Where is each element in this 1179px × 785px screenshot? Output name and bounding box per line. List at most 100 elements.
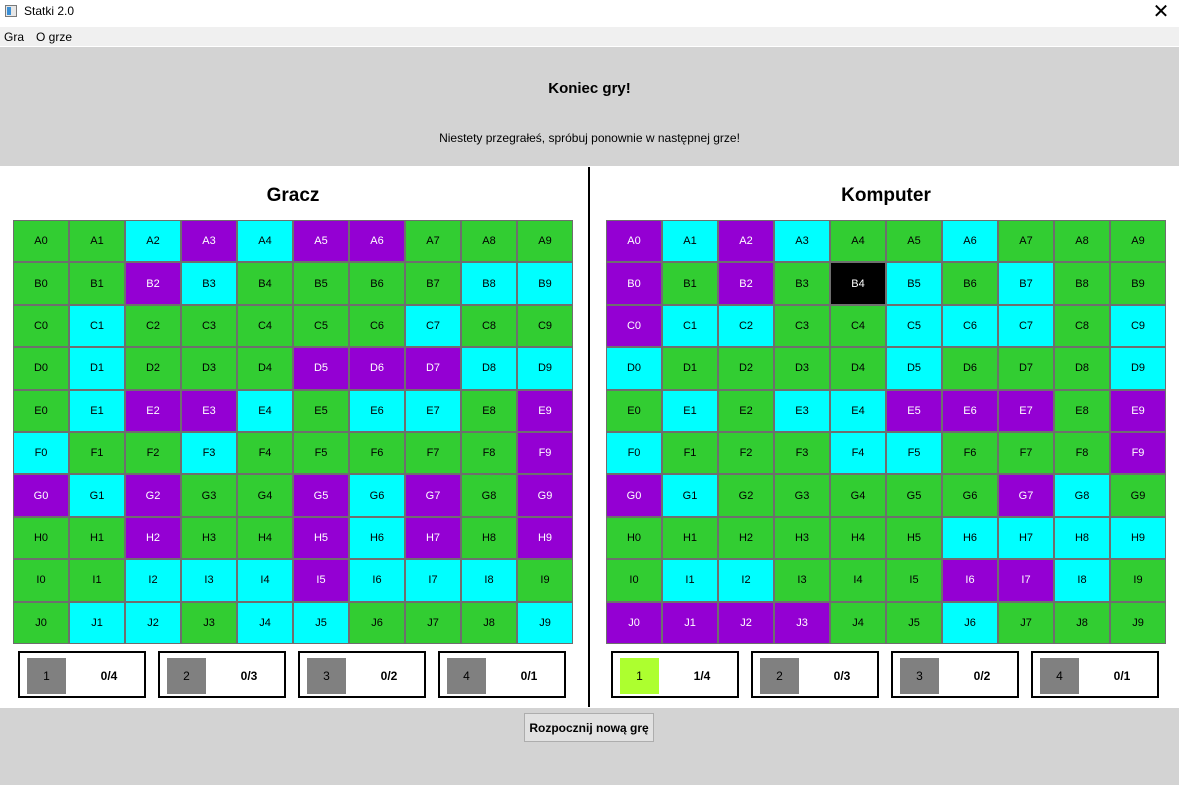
computer-cell-J5[interactable]: J5 <box>886 601 942 644</box>
computer-cell-J7[interactable]: J7 <box>998 601 1054 644</box>
computer-cell-F8[interactable]: F8 <box>1054 431 1110 475</box>
computer-cell-B4[interactable]: B4 <box>830 262 886 305</box>
computer-cell-G4[interactable]: G4 <box>830 474 886 517</box>
computer-cell-J4[interactable]: J4 <box>830 601 886 644</box>
computer-cell-I9[interactable]: I9 <box>1110 559 1166 602</box>
computer-cell-D3[interactable]: D3 <box>774 347 830 390</box>
computer-cell-A5[interactable]: A5 <box>886 220 942 263</box>
computer-cell-H9[interactable]: H9 <box>1110 516 1166 560</box>
computer-cell-D9[interactable]: D9 <box>1110 347 1166 390</box>
computer-cell-D5[interactable]: D5 <box>886 347 942 390</box>
computer-cell-C6[interactable]: C6 <box>942 304 998 348</box>
computer-cell-C9[interactable]: C9 <box>1110 304 1166 348</box>
computer-cell-C0[interactable]: C0 <box>606 304 662 348</box>
computer-cell-F9[interactable]: F9 <box>1110 431 1166 475</box>
computer-cell-H2[interactable]: H2 <box>718 516 774 560</box>
computer-cell-J1[interactable]: J1 <box>662 601 718 644</box>
computer-cell-H7[interactable]: H7 <box>998 516 1054 560</box>
computer-cell-E2[interactable]: E2 <box>718 389 774 432</box>
computer-cell-E4[interactable]: E4 <box>830 389 886 432</box>
computer-cell-A8[interactable]: A8 <box>1054 220 1110 263</box>
computer-cell-B3[interactable]: B3 <box>774 262 830 305</box>
computer-cell-B2[interactable]: B2 <box>718 262 774 305</box>
computer-cell-E5[interactable]: E5 <box>886 389 942 432</box>
computer-cell-G1[interactable]: G1 <box>662 474 718 517</box>
computer-cell-G2[interactable]: G2 <box>718 474 774 517</box>
computer-cell-A0[interactable]: A0 <box>606 220 662 263</box>
computer-cell-G9[interactable]: G9 <box>1110 474 1166 517</box>
computer-cell-J0[interactable]: J0 <box>606 601 662 644</box>
computer-cell-D6[interactable]: D6 <box>942 347 998 390</box>
computer-cell-F6[interactable]: F6 <box>942 431 998 475</box>
menu-game[interactable]: Gra <box>4 30 25 44</box>
computer-cell-F3[interactable]: F3 <box>774 431 830 475</box>
computer-cell-D7[interactable]: D7 <box>998 347 1054 390</box>
computer-cell-B7[interactable]: B7 <box>998 262 1054 305</box>
computer-cell-G6[interactable]: G6 <box>942 474 998 517</box>
computer-cell-B1[interactable]: B1 <box>662 262 718 305</box>
computer-cell-C7[interactable]: C7 <box>998 304 1054 348</box>
computer-cell-H3[interactable]: H3 <box>774 516 830 560</box>
computer-cell-I2[interactable]: I2 <box>718 559 774 602</box>
computer-cell-H8[interactable]: H8 <box>1054 516 1110 560</box>
computer-cell-H4[interactable]: H4 <box>830 516 886 560</box>
computer-cell-J6[interactable]: J6 <box>942 601 998 644</box>
computer-cell-B9[interactable]: B9 <box>1110 262 1166 305</box>
computer-cell-F4[interactable]: F4 <box>830 431 886 475</box>
computer-cell-D8[interactable]: D8 <box>1054 347 1110 390</box>
new-game-button[interactable]: Rozpocznij nową grę <box>524 713 654 742</box>
computer-cell-G0[interactable]: G0 <box>606 474 662 517</box>
computer-cell-I3[interactable]: I3 <box>774 559 830 602</box>
menu-about[interactable]: O grze <box>36 30 73 44</box>
computer-cell-H0[interactable]: H0 <box>606 516 662 560</box>
computer-cell-E9[interactable]: E9 <box>1110 389 1166 432</box>
computer-cell-G3[interactable]: G3 <box>774 474 830 517</box>
computer-cell-G5[interactable]: G5 <box>886 474 942 517</box>
computer-cell-H1[interactable]: H1 <box>662 516 718 560</box>
computer-cell-G8[interactable]: G8 <box>1054 474 1110 517</box>
computer-cell-I8[interactable]: I8 <box>1054 559 1110 602</box>
computer-cell-E1[interactable]: E1 <box>662 389 718 432</box>
computer-cell-J3[interactable]: J3 <box>774 601 830 644</box>
computer-cell-I1[interactable]: I1 <box>662 559 718 602</box>
computer-cell-C3[interactable]: C3 <box>774 304 830 348</box>
computer-cell-E0[interactable]: E0 <box>606 389 662 432</box>
computer-cell-D0[interactable]: D0 <box>606 347 662 390</box>
computer-cell-F2[interactable]: F2 <box>718 431 774 475</box>
computer-cell-H5[interactable]: H5 <box>886 516 942 560</box>
computer-cell-I6[interactable]: I6 <box>942 559 998 602</box>
computer-cell-D2[interactable]: D2 <box>718 347 774 390</box>
computer-cell-A1[interactable]: A1 <box>662 220 718 263</box>
computer-cell-C1[interactable]: C1 <box>662 304 718 348</box>
computer-cell-I7[interactable]: I7 <box>998 559 1054 602</box>
computer-cell-A3[interactable]: A3 <box>774 220 830 263</box>
computer-cell-H6[interactable]: H6 <box>942 516 998 560</box>
computer-cell-A2[interactable]: A2 <box>718 220 774 263</box>
computer-cell-A9[interactable]: A9 <box>1110 220 1166 263</box>
computer-cell-I0[interactable]: I0 <box>606 559 662 602</box>
computer-cell-B5[interactable]: B5 <box>886 262 942 305</box>
computer-cell-I4[interactable]: I4 <box>830 559 886 602</box>
computer-cell-F0[interactable]: F0 <box>606 431 662 475</box>
computer-cell-J8[interactable]: J8 <box>1054 601 1110 644</box>
computer-cell-J2[interactable]: J2 <box>718 601 774 644</box>
computer-cell-C4[interactable]: C4 <box>830 304 886 348</box>
computer-cell-F7[interactable]: F7 <box>998 431 1054 475</box>
computer-cell-I5[interactable]: I5 <box>886 559 942 602</box>
computer-cell-D4[interactable]: D4 <box>830 347 886 390</box>
computer-cell-A6[interactable]: A6 <box>942 220 998 263</box>
computer-cell-E8[interactable]: E8 <box>1054 389 1110 432</box>
computer-cell-F1[interactable]: F1 <box>662 431 718 475</box>
computer-cell-A7[interactable]: A7 <box>998 220 1054 263</box>
computer-cell-B6[interactable]: B6 <box>942 262 998 305</box>
computer-cell-B0[interactable]: B0 <box>606 262 662 305</box>
computer-cell-E6[interactable]: E6 <box>942 389 998 432</box>
computer-cell-B8[interactable]: B8 <box>1054 262 1110 305</box>
close-button[interactable]: ✕ <box>1152 1 1170 23</box>
computer-cell-E3[interactable]: E3 <box>774 389 830 432</box>
computer-cell-C5[interactable]: C5 <box>886 304 942 348</box>
computer-cell-J9[interactable]: J9 <box>1110 601 1166 644</box>
computer-cell-C8[interactable]: C8 <box>1054 304 1110 348</box>
computer-cell-G7[interactable]: G7 <box>998 474 1054 517</box>
computer-cell-F5[interactable]: F5 <box>886 431 942 475</box>
